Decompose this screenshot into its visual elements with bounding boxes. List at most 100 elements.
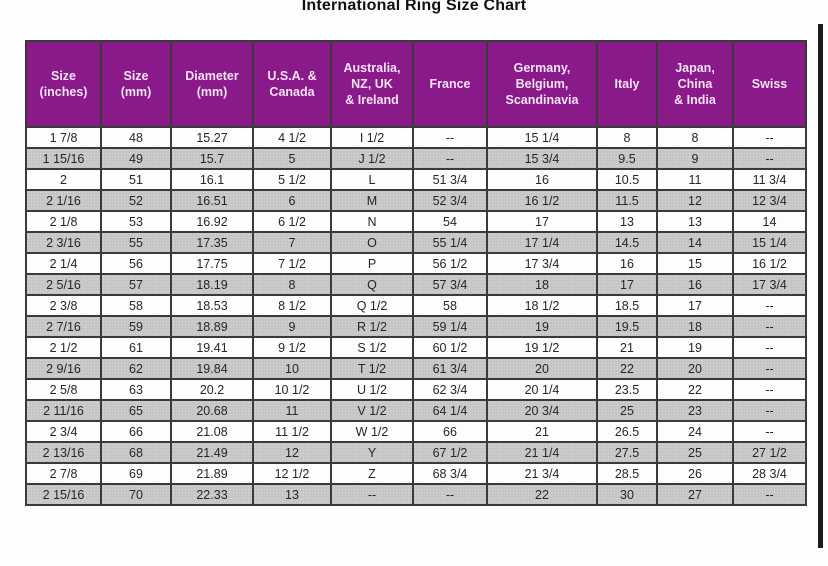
table-cell: 20 3/4: [486, 399, 598, 422]
table-cell: S 1/2: [330, 336, 414, 359]
table-cell: 63: [100, 378, 172, 401]
table-row: 1 7/8 48 15.27 4 1/2 I 1/2 -- 15 1/4 8 8 --: [25, 126, 807, 149]
table-cell: O: [330, 231, 414, 254]
table-cell: 67 1/2: [412, 441, 488, 464]
column-header: Size (inches): [25, 40, 102, 128]
table-cell: 22: [486, 483, 598, 506]
table-cell: 9 1/2: [252, 336, 332, 359]
table-cell: 11: [252, 399, 332, 422]
table-cell: J 1/2: [330, 147, 414, 170]
table-cell: T 1/2: [330, 357, 414, 380]
table-cell: 56: [100, 252, 172, 275]
column-header: Size (mm): [100, 40, 172, 128]
table-cell: 6: [252, 189, 332, 212]
table-cell: --: [732, 420, 807, 443]
table-cell: 27.5: [596, 441, 658, 464]
table-cell: 51 3/4: [412, 168, 488, 191]
table-cell: 12: [656, 189, 734, 212]
table-cell: 56 1/2: [412, 252, 488, 275]
table-cell: N: [330, 210, 414, 233]
table-row: 2 1/8 53 16.92 6 1/2 N 54 17 13 13 14: [25, 210, 807, 233]
table-cell: 27 1/2: [732, 441, 807, 464]
table-cell: 2 1/8: [25, 210, 102, 233]
column-header: France: [412, 40, 488, 128]
table-cell: 8 1/2: [252, 294, 332, 317]
table-cell: --: [732, 483, 807, 506]
table-cell: 11: [656, 168, 734, 191]
table-cell: 61: [100, 336, 172, 359]
header-row: Size (inches) Size (mm) Diameter (mm) U.S.A…: [25, 40, 807, 128]
ring-size-table: Size (inches) Size (mm) Diameter (mm) U.S.A…: [25, 40, 807, 506]
table-cell: 58: [100, 294, 172, 317]
table-cell: 17: [656, 294, 734, 317]
table-row: 1 15/16 49 15.7 5 J 1/2 -- 15 3/4 9.5 9 --: [25, 147, 807, 170]
table-cell: 11.5: [596, 189, 658, 212]
table-cell: 19 1/2: [486, 336, 598, 359]
column-header: Japan, China & India: [656, 40, 734, 128]
table-cell: 26.5: [596, 420, 658, 443]
table-cell: 55 1/4: [412, 231, 488, 254]
table-cell: 70: [100, 483, 172, 506]
table-cell: 8: [596, 126, 658, 149]
table-cell: 5: [252, 147, 332, 170]
column-header: Australia, NZ, UK & Ireland: [330, 40, 414, 128]
page-title: International Ring Size Chart: [301, 0, 527, 14]
table-cell: 21.89: [170, 462, 254, 485]
table-cell: 20: [486, 357, 598, 380]
table-cell: 2 1/4: [25, 252, 102, 275]
table-cell: 9: [252, 315, 332, 338]
table-cell: 18.19: [170, 273, 254, 296]
table-cell: 1 7/8: [25, 126, 102, 149]
table-cell: 16.92: [170, 210, 254, 233]
table-cell: 15.27: [170, 126, 254, 149]
table-cell: 23.5: [596, 378, 658, 401]
table-cell: 2 1/2: [25, 336, 102, 359]
table-cell: 11 3/4: [732, 168, 807, 191]
table-row: 2 5/8 63 20.2 10 1/2 U 1/2 62 3/4 20 1/4 23.5 22…: [25, 378, 807, 401]
table-cell: 12 1/2: [252, 462, 332, 485]
column-header: Swiss: [732, 40, 807, 128]
table-cell: 14: [656, 231, 734, 254]
table-cell: 2 3/4: [25, 420, 102, 443]
table-cell: 17 3/4: [486, 252, 598, 275]
table-cell: 53: [100, 210, 172, 233]
table-row: 2 15/16 70 22.33 13 -- -- 22 30 27 --: [25, 483, 807, 506]
table-cell: 25: [656, 441, 734, 464]
table-cell: Q 1/2: [330, 294, 414, 317]
table-cell: 55: [100, 231, 172, 254]
table-cell: 15.7: [170, 147, 254, 170]
table-cell: 22.33: [170, 483, 254, 506]
table-cell: 20: [656, 357, 734, 380]
column-header: Germany, Belgium, Scandinavia: [486, 40, 598, 128]
table-row: 2 3/4 66 21.08 11 1/2 W 1/2 66 21 26.5 24 --: [25, 420, 807, 443]
table-cell: 68 3/4: [412, 462, 488, 485]
table-cell: 52: [100, 189, 172, 212]
column-header: Diameter (mm): [170, 40, 254, 128]
table-cell: --: [732, 126, 807, 149]
table-cell: --: [412, 126, 488, 149]
table-cell: 16: [596, 252, 658, 275]
table-cell: 16: [486, 168, 598, 191]
table-cell: 57: [100, 273, 172, 296]
table-cell: 69: [100, 462, 172, 485]
table-row: 2 7/8 69 21.89 12 1/2 Z 68 3/4 21 3/4 28.5 26 28 …: [25, 462, 807, 485]
table-cell: 20 1/4: [486, 378, 598, 401]
table-cell: --: [412, 147, 488, 170]
table-cell: 57 3/4: [412, 273, 488, 296]
table-cell: 12: [252, 441, 332, 464]
table-cell: --: [732, 336, 807, 359]
table-row: 2 51 16.1 5 1/2 L 51 3/4 16 10.5 11 11 3/4: [25, 168, 807, 191]
table-cell: 23: [656, 399, 734, 422]
table-cell: 2 11/16: [25, 399, 102, 422]
table-cell: 7 1/2: [252, 252, 332, 275]
table-cell: Z: [330, 462, 414, 485]
table-cell: 13: [656, 210, 734, 233]
table-cell: 24: [656, 420, 734, 443]
table-cell: 49: [100, 147, 172, 170]
table-cell: 16.51: [170, 189, 254, 212]
table-header: Size (inches) Size (mm) Diameter (mm) U.S.A…: [25, 40, 807, 128]
table-cell: 15: [656, 252, 734, 275]
table-cell: 16.1: [170, 168, 254, 191]
table-body: 1 7/8 48 15.27 4 1/2 I 1/2 -- 15 1/4 8 8 -- 1 15/1…: [25, 126, 807, 506]
table-cell: V 1/2: [330, 399, 414, 422]
